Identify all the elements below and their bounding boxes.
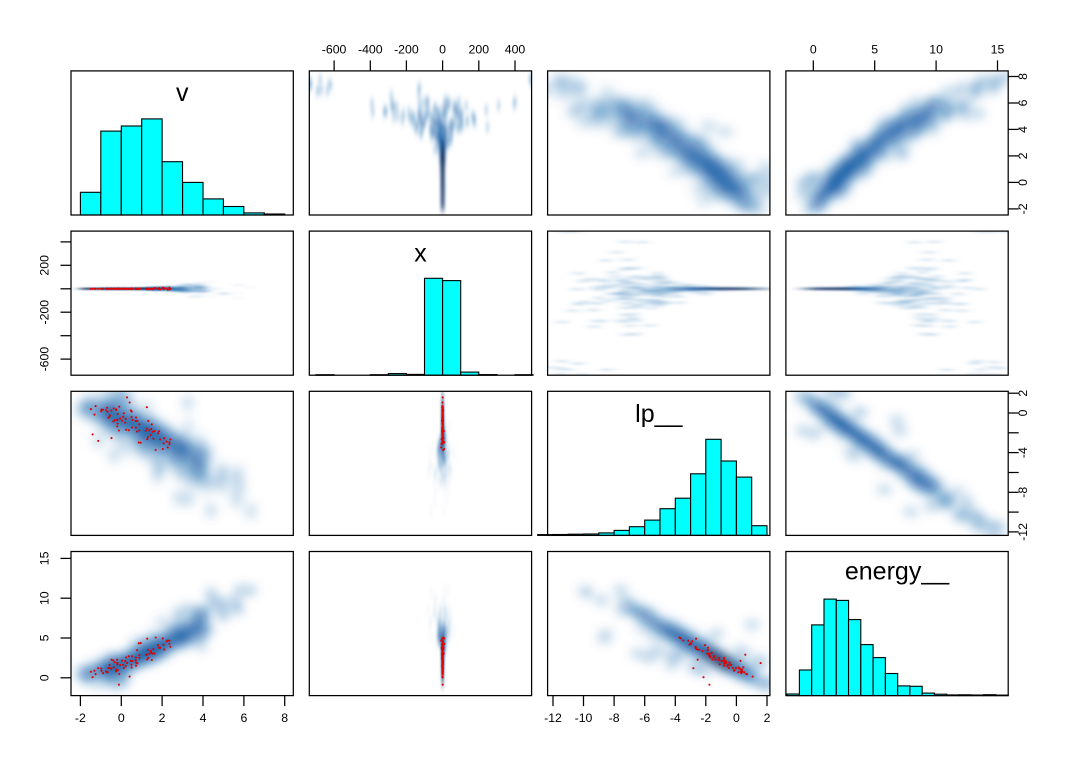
svg-text:0: 0: [1016, 409, 1030, 416]
svg-text:-4: -4: [1016, 447, 1030, 458]
svg-text:200: 200: [38, 255, 52, 276]
svg-text:x: x: [414, 239, 427, 267]
svg-text:0: 0: [38, 674, 52, 681]
svg-text:15: 15: [991, 42, 1005, 56]
svg-text:2: 2: [1016, 152, 1030, 159]
svg-text:10: 10: [929, 42, 943, 56]
svg-text:6: 6: [240, 711, 247, 725]
svg-text:-200: -200: [394, 42, 419, 56]
svg-text:4: 4: [1016, 126, 1030, 133]
svg-text:-12: -12: [544, 711, 562, 725]
svg-text:-8: -8: [1016, 487, 1030, 498]
svg-text:-10: -10: [575, 711, 593, 725]
svg-text:-6: -6: [639, 711, 650, 725]
svg-text:-400: -400: [358, 42, 383, 56]
svg-text:0: 0: [439, 42, 446, 56]
svg-text:8: 8: [1016, 73, 1030, 80]
svg-text:2: 2: [159, 711, 166, 725]
svg-text:10: 10: [38, 591, 52, 605]
svg-text:4: 4: [200, 711, 207, 725]
svg-text:6: 6: [1016, 99, 1030, 106]
svg-text:v: v: [176, 79, 189, 107]
svg-text:lp__: lp__: [635, 400, 683, 428]
svg-text:2: 2: [1016, 390, 1030, 397]
svg-text:2: 2: [764, 711, 771, 725]
svg-text:0: 0: [810, 42, 817, 56]
svg-text:400: 400: [505, 42, 526, 56]
svg-text:-4: -4: [670, 711, 681, 725]
svg-text:-600: -600: [322, 42, 347, 56]
svg-text:-12: -12: [1016, 523, 1030, 541]
svg-text:0: 0: [733, 711, 740, 725]
svg-text:8: 8: [281, 711, 288, 725]
svg-text:5: 5: [871, 42, 878, 56]
svg-text:-8: -8: [609, 711, 620, 725]
svg-text:5: 5: [38, 634, 52, 641]
svg-text:-600: -600: [38, 347, 52, 372]
svg-text:energy__: energy__: [845, 557, 950, 585]
svg-text:0: 0: [118, 711, 125, 725]
svg-text:-2: -2: [700, 711, 711, 725]
svg-text:-200: -200: [38, 300, 52, 325]
svg-text:200: 200: [469, 42, 490, 56]
svg-text:-2: -2: [75, 711, 86, 725]
svg-text:-2: -2: [1016, 203, 1030, 214]
svg-text:15: 15: [38, 551, 52, 565]
svg-text:0: 0: [1016, 179, 1030, 186]
